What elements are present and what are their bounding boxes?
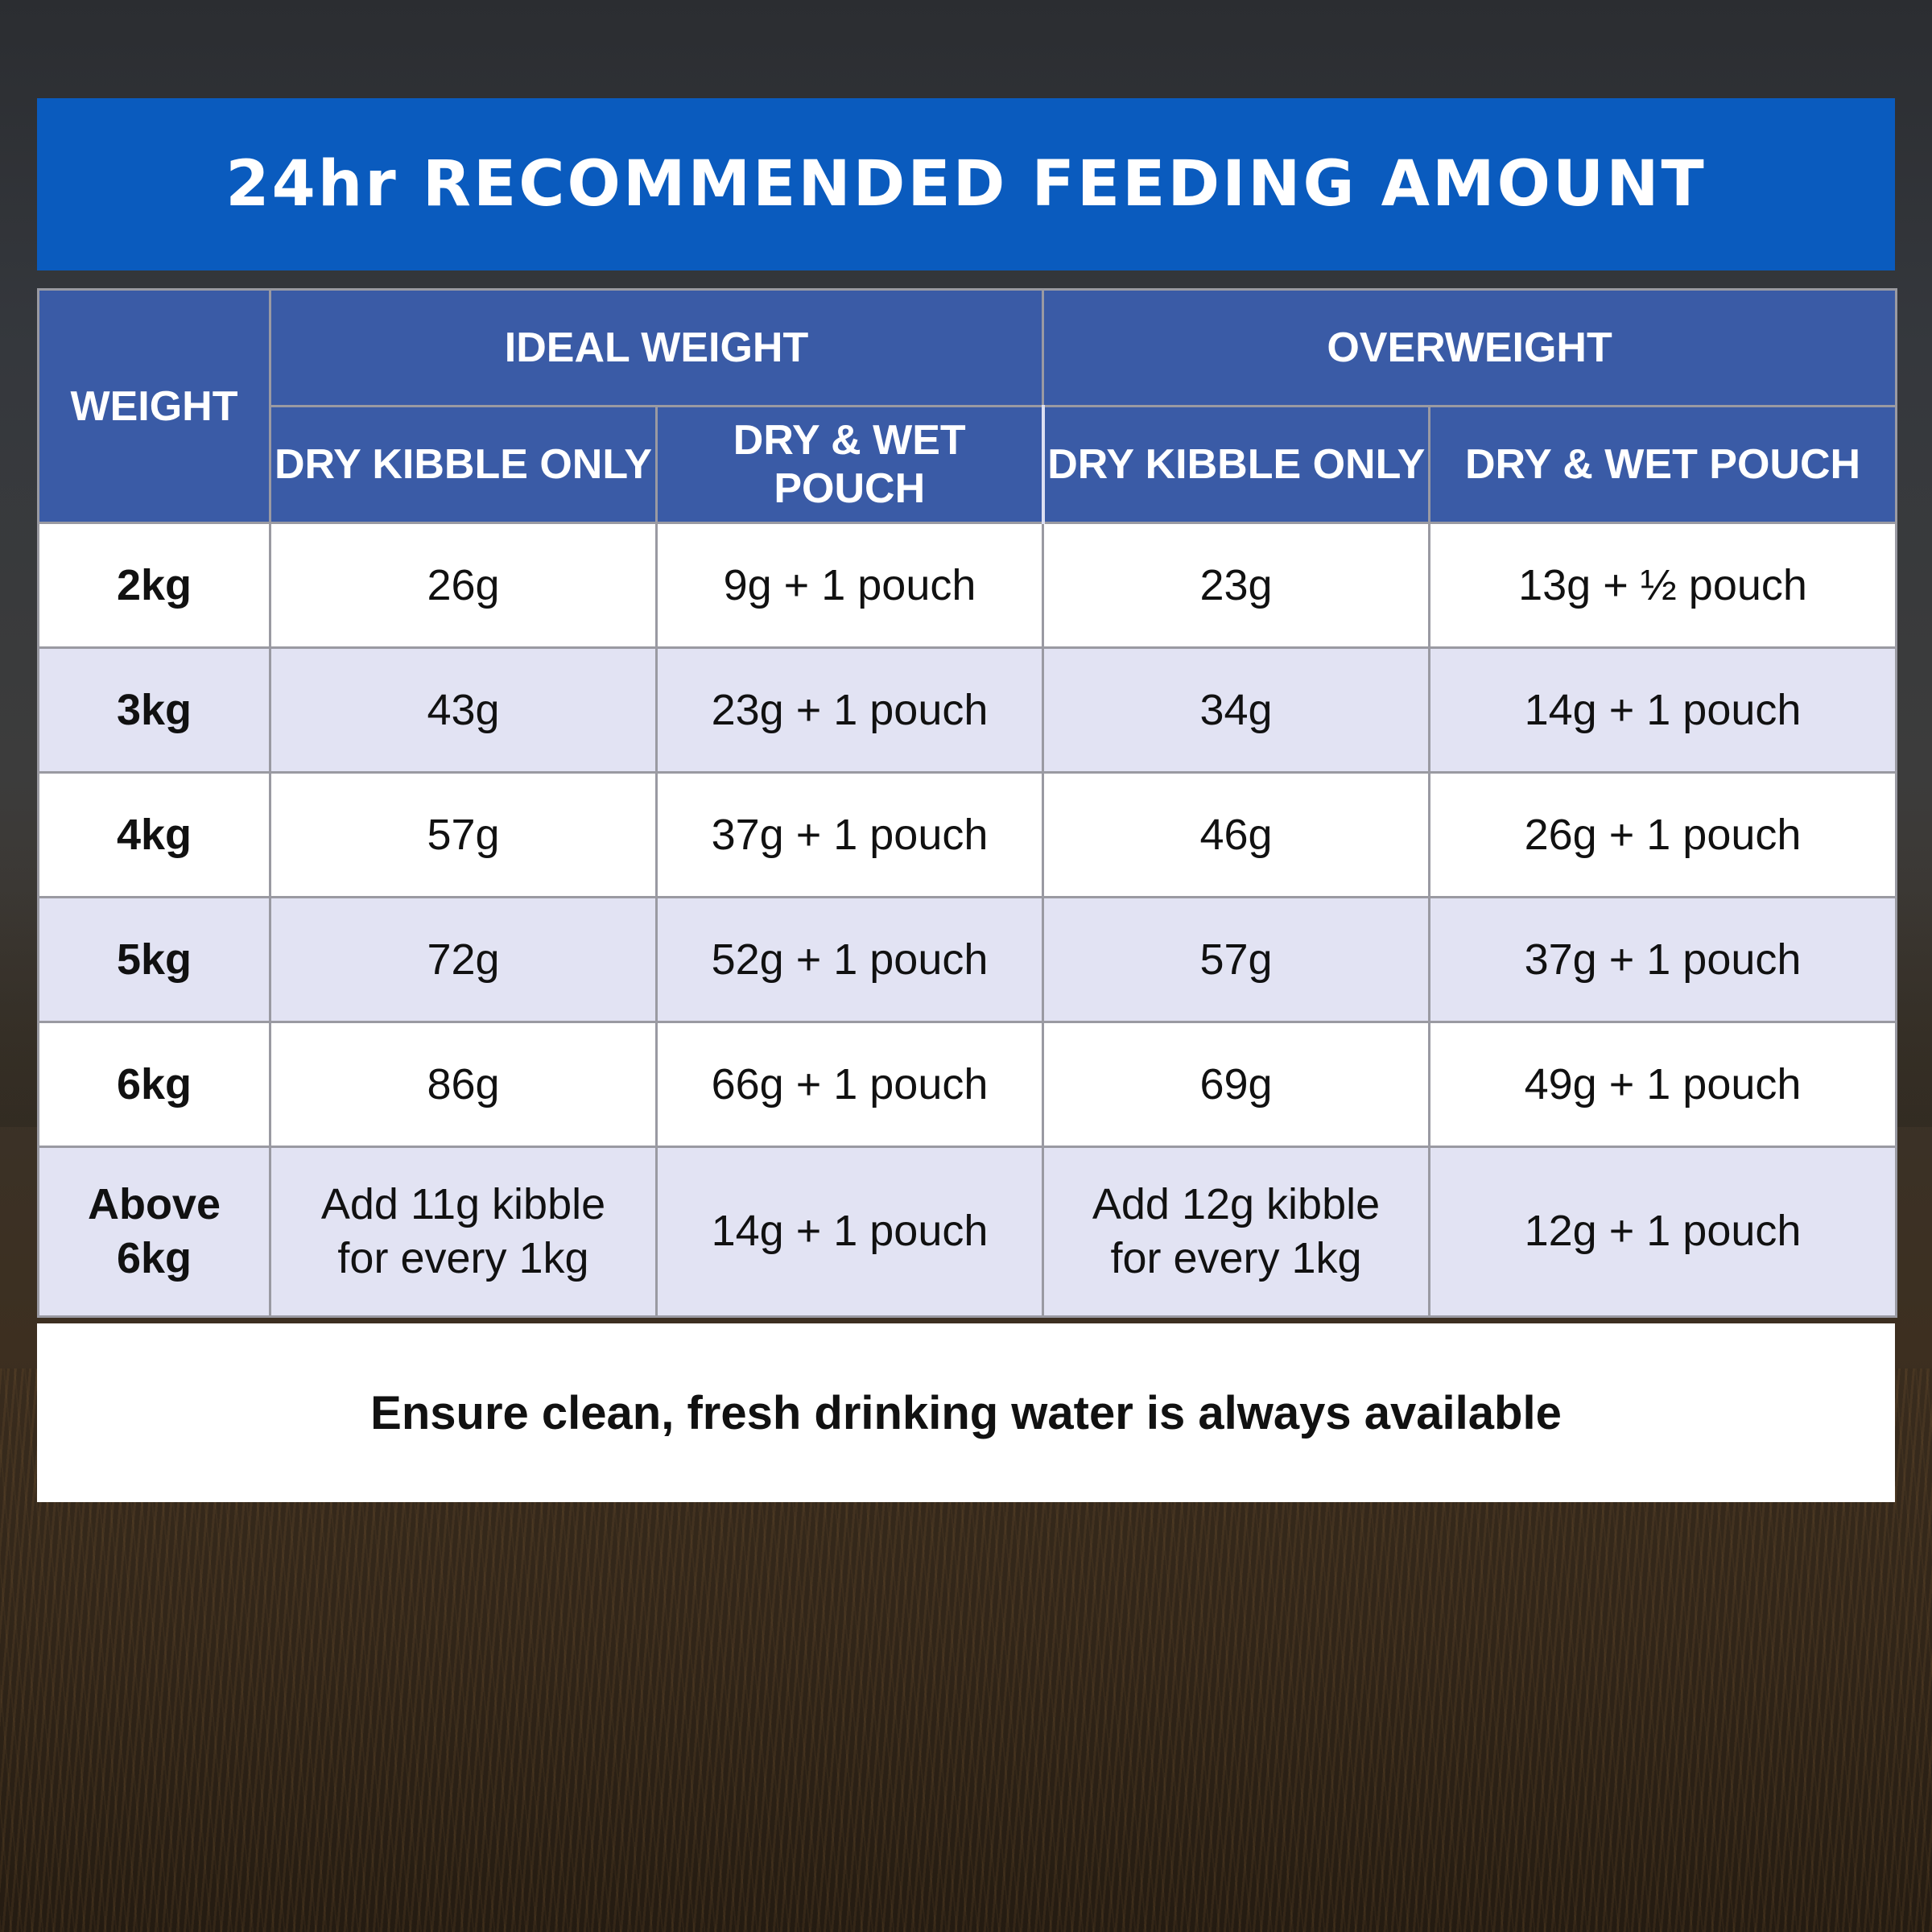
feeding-table: WEIGHT IDEAL WEIGHT OVERWEIGHT DRY KIBBL… [37, 288, 1898, 1318]
over-wet-cell: 13g + ½ pouch [1428, 522, 1898, 649]
over-dry-cell: Add 12g kibble for every 1kg [1042, 1146, 1431, 1318]
footer-note: Ensure clean, fresh drinking water is al… [370, 1386, 1562, 1439]
weight-cell: 5kg [37, 896, 271, 1023]
weight-cell: Above 6kg [37, 1146, 271, 1318]
over-wet-cell: 12g + 1 pouch [1428, 1146, 1898, 1318]
table-row: 4kg 57g 37g + 1 pouch 46g 26g + 1 pouch [37, 771, 1898, 898]
over-dry-cell: 69g [1042, 1021, 1431, 1148]
over-dry-cell: 46g [1042, 771, 1431, 898]
header-ideal-wet: DRY & WET POUCH [654, 405, 1045, 524]
over-dry-cell: 34g [1042, 646, 1431, 774]
ideal-dry-cell: Add 11g kibble for every 1kg [269, 1146, 658, 1318]
over-wet-cell: 49g + 1 pouch [1428, 1021, 1898, 1148]
title-banner: 24hr RECOMMENDED FEEDING AMOUNT [37, 98, 1895, 270]
weight-cell: 4kg [37, 771, 271, 898]
header-weight: WEIGHT [37, 288, 271, 524]
page-title: 24hr RECOMMENDED FEEDING AMOUNT [225, 148, 1707, 221]
over-dry-cell: 57g [1042, 896, 1431, 1023]
cell-line: Add 12g kibble [1092, 1179, 1381, 1228]
cell-line: for every 1kg [337, 1234, 589, 1282]
feeding-table-container: WEIGHT IDEAL WEIGHT OVERWEIGHT DRY KIBBL… [37, 288, 1898, 1318]
cell-line: for every 1kg [1110, 1234, 1362, 1282]
header-over-dry: DRY KIBBLE ONLY [1042, 405, 1431, 524]
ideal-dry-cell: 43g [269, 646, 658, 774]
footer-note-panel: Ensure clean, fresh drinking water is al… [37, 1323, 1895, 1502]
ideal-wet-cell: 14g + 1 pouch [654, 1146, 1045, 1318]
table-row: 6kg 86g 66g + 1 pouch 69g 49g + 1 pouch [37, 1021, 1898, 1148]
over-wet-cell: 37g + 1 pouch [1428, 896, 1898, 1023]
weight-line: 6kg [116, 1234, 192, 1282]
ideal-wet-cell: 66g + 1 pouch [654, 1021, 1045, 1148]
weight-cell: 3kg [37, 646, 271, 774]
header-overweight: OVERWEIGHT [1042, 288, 1898, 407]
ideal-wet-cell: 37g + 1 pouch [654, 771, 1045, 898]
table-row: 2kg 26g 9g + 1 pouch 23g 13g + ½ pouch [37, 522, 1898, 649]
header-over-wet: DRY & WET POUCH [1428, 405, 1898, 524]
ideal-dry-cell: 72g [269, 896, 658, 1023]
table-row: 3kg 43g 23g + 1 pouch 34g 14g + 1 pouch [37, 646, 1898, 774]
over-wet-cell: 26g + 1 pouch [1428, 771, 1898, 898]
header-ideal-weight: IDEAL WEIGHT [268, 288, 1045, 407]
weight-cell: 6kg [37, 1021, 271, 1148]
header-ideal-dry: DRY KIBBLE ONLY [269, 405, 658, 524]
weight-line: Above [87, 1179, 221, 1228]
ideal-wet-cell: 9g + 1 pouch [654, 522, 1045, 649]
ideal-dry-cell: 86g [269, 1021, 658, 1148]
ideal-wet-cell: 52g + 1 pouch [654, 896, 1045, 1023]
ideal-dry-cell: 26g [269, 522, 658, 649]
table-row: Above 6kg Add 11g kibble for every 1kg 1… [37, 1146, 1898, 1318]
over-dry-cell: 23g [1042, 522, 1431, 649]
table-header-group-row: WEIGHT IDEAL WEIGHT OVERWEIGHT [37, 288, 1898, 524]
ideal-wet-cell: 23g + 1 pouch [654, 646, 1045, 774]
weight-cell: 2kg [37, 522, 271, 649]
ideal-dry-cell: 57g [269, 771, 658, 898]
table-header-sub-row: DRY KIBBLE ONLY DRY & WET POUCH DRY KIBB… [39, 405, 1898, 524]
over-wet-cell: 14g + 1 pouch [1428, 646, 1898, 774]
cell-line: Add 11g kibble [320, 1179, 606, 1228]
table-row: 5kg 72g 52g + 1 pouch 57g 37g + 1 pouch [37, 896, 1898, 1023]
